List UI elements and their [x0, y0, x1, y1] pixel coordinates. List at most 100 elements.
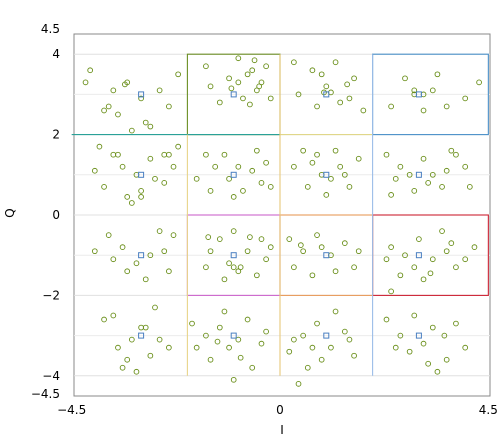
received-point-145 — [286, 236, 293, 242]
received-point-183 — [166, 344, 172, 351]
x-axis-title: I — [280, 423, 284, 437]
received-point-196 — [193, 344, 200, 351]
received-point-159 — [416, 236, 422, 242]
received-point-50 — [420, 107, 427, 114]
received-point-42 — [360, 107, 367, 114]
received-point-51 — [443, 103, 450, 110]
received-point-188 — [216, 324, 223, 331]
received-point-65 — [101, 184, 107, 190]
received-point-30 — [247, 101, 253, 108]
y-tick-label-0: 4.5 — [41, 22, 60, 36]
received-point-82 — [207, 188, 214, 194]
received-point-45 — [344, 81, 350, 88]
received-point-122 — [156, 228, 163, 234]
constellation-point-3 — [415, 91, 422, 98]
received-point-12 — [105, 103, 112, 110]
received-point-78 — [235, 163, 242, 170]
received-point-143 — [205, 234, 212, 240]
received-point-10 — [115, 111, 121, 118]
received-point-32 — [291, 59, 297, 66]
received-point-94 — [304, 184, 311, 190]
constellation-point-2 — [323, 91, 330, 98]
x-tick-label-0: −4.5 — [57, 403, 86, 417]
constellation-point-5 — [230, 171, 237, 178]
received-point-139 — [267, 244, 274, 251]
received-point-40 — [346, 95, 353, 102]
received-point-214 — [383, 316, 390, 323]
constellation-points — [138, 91, 422, 339]
received-point-223 — [453, 320, 459, 327]
received-point-209 — [295, 380, 302, 387]
constellation-point-12 — [138, 332, 145, 339]
received-point-179 — [152, 304, 158, 311]
received-point-29 — [256, 83, 263, 90]
y-axis-title: Q — [3, 208, 17, 217]
received-point-169 — [448, 240, 455, 246]
received-point-118 — [105, 232, 112, 238]
received-point-156 — [297, 242, 304, 249]
received-point-74 — [175, 143, 181, 150]
received-point-84 — [240, 188, 246, 194]
received-point-205 — [304, 364, 311, 371]
received-point-168 — [383, 256, 390, 263]
received-point-216 — [406, 348, 413, 355]
received-point-66 — [91, 167, 98, 174]
received-point-112 — [392, 175, 399, 182]
received-point-199 — [214, 338, 221, 345]
received-point-135 — [263, 256, 269, 263]
received-point-68 — [166, 151, 172, 158]
constellation-point-14 — [323, 332, 330, 339]
constellation-point-7 — [415, 171, 422, 178]
received-point-53 — [388, 103, 394, 110]
y-tick-label-5: −4 — [42, 369, 60, 383]
received-point-163 — [397, 272, 404, 279]
received-point-22 — [263, 63, 269, 70]
received-point-137 — [254, 272, 260, 279]
received-point-26 — [244, 71, 251, 78]
received-point-203 — [314, 320, 320, 327]
received-point-198 — [263, 328, 269, 335]
received-point-93 — [337, 163, 344, 170]
received-point-13 — [122, 81, 128, 88]
received-point-23 — [216, 99, 223, 106]
received-point-35 — [337, 99, 344, 106]
received-point-119 — [119, 244, 126, 251]
received-point-46 — [402, 75, 408, 82]
received-point-92 — [328, 175, 334, 182]
y-tick-label-1: 4 — [52, 47, 60, 61]
received-point-167 — [439, 228, 445, 234]
received-point-192 — [258, 340, 265, 347]
received-point-121 — [147, 252, 154, 259]
received-point-77 — [226, 175, 232, 182]
received-point-171 — [427, 270, 434, 277]
received-point-173 — [101, 316, 107, 323]
received-point-154 — [318, 244, 325, 251]
received-point-14 — [147, 123, 154, 130]
received-point-114 — [448, 147, 455, 154]
received-point-194 — [230, 376, 237, 383]
received-point-55 — [476, 79, 482, 86]
received-point-95 — [346, 184, 353, 190]
received-point-177 — [147, 352, 154, 359]
received-point-144 — [247, 234, 253, 240]
received-point-101 — [323, 192, 330, 198]
received-point-102 — [383, 151, 390, 158]
received-point-200 — [237, 354, 244, 361]
received-point-17 — [235, 55, 242, 62]
received-point-79 — [249, 167, 256, 174]
y-tick-label-4: −2 — [42, 288, 60, 302]
constellation-point-8 — [138, 252, 145, 259]
received-points — [82, 55, 482, 387]
received-point-28 — [251, 57, 258, 64]
received-point-111 — [443, 167, 450, 174]
received-point-197 — [221, 308, 228, 315]
received-point-190 — [235, 336, 242, 343]
received-point-142 — [237, 264, 244, 271]
received-point-208 — [351, 352, 357, 359]
received-point-60 — [138, 188, 144, 194]
received-point-15 — [203, 63, 209, 70]
received-point-18 — [249, 67, 256, 74]
received-point-52 — [434, 71, 441, 78]
received-point-219 — [443, 356, 450, 363]
